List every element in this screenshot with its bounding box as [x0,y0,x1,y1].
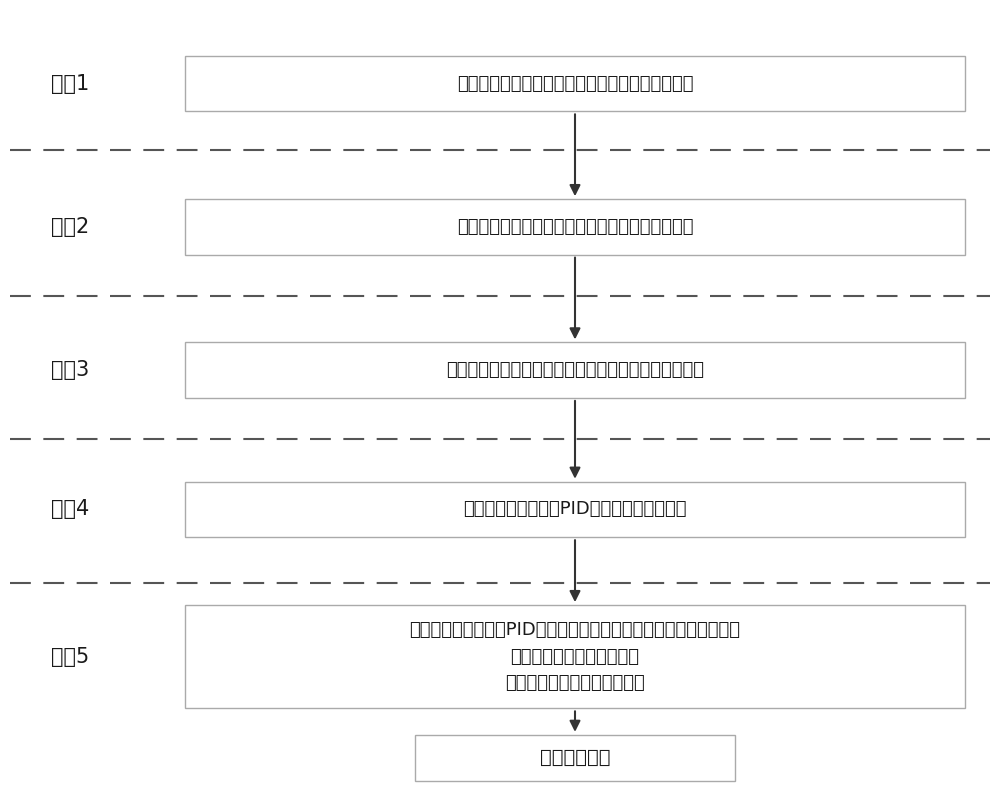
Bar [185,605,965,708]
Text: 步骤5: 步骤5 [51,646,89,667]
Bar [185,342,965,398]
Bar [185,482,965,537]
Text: 步骤2: 步骤2 [51,217,89,237]
Bar [185,56,965,111]
Text: 采用三个电容传感器分别采集三个气足的气膜高度: 采用三个电容传感器分别采集三个气足的气膜高度 [457,218,693,236]
Text: 三个电容传感器分别将采集的气膜高度输出至控制器中: 三个电容传感器分别将采集的气膜高度输出至控制器中 [446,361,704,379]
Text: 步骤3: 步骤3 [51,360,89,380]
Text: 控制器采用神经网络PID控制算法计算控制量: 控制器采用神经网络PID控制算法计算控制量 [463,501,687,518]
Bar [185,199,965,255]
Text: 气源在三个气足的底部充入高压气体，形成气膜面: 气源在三个气足的底部充入高压气体，形成气膜面 [457,75,693,92]
Text: 步骤4: 步骤4 [51,499,89,520]
Text: 控制器采用神经网络PID控制控制量解耦后控制三个气足的调压阀，
改变三个气足的出口压力，
调整气膜高度算法计算控制量: 控制器采用神经网络PID控制控制量解耦后控制三个气足的调压阀， 改变三个气足的出… [410,622,740,692]
Text: 完成调平过程: 完成调平过程 [540,748,610,767]
Text: 步骤1: 步骤1 [51,73,89,94]
Bar [415,735,735,781]
